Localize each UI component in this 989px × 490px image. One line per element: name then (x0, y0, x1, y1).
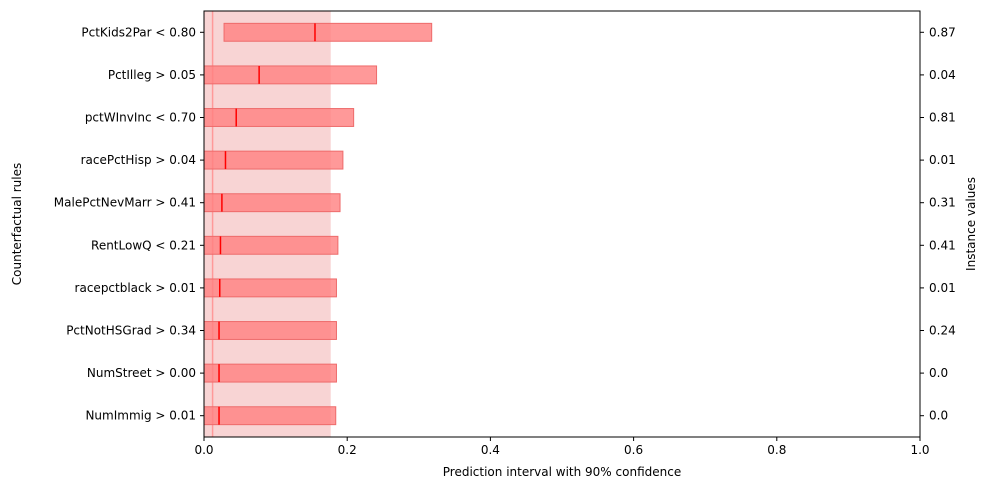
y-tick-label: RentLowQ < 0.21 (91, 238, 196, 252)
instance-value-label: 0.01 (929, 153, 956, 167)
axes: PctKids2Par < 0.80 0.87 PctIlleg > 0.05 0.0… (54, 10, 956, 457)
instance-value-label: 0.87 (929, 25, 956, 39)
instance-value-label: 0.24 (929, 324, 956, 338)
instance-value-label: 0.31 (929, 196, 956, 210)
y-tick-label: racePctHisp > 0.04 (81, 153, 196, 167)
y-axis-title: Counterfactual rules (10, 163, 24, 285)
plot-frame (203, 10, 921, 438)
x-tick-label: 0.8 (767, 443, 786, 457)
y-tick-label: PctKids2Par < 0.80 (81, 25, 196, 39)
plot-area (203, 11, 433, 437)
right-y-axis-title: Instance values (964, 177, 978, 271)
rule-interval-bar (203, 65, 378, 85)
x-tick-label: 0.6 (624, 443, 643, 457)
rule-interval-bar (223, 22, 433, 42)
y-tick-label: NumStreet > 0.00 (87, 366, 196, 380)
rule-interval-bar (203, 193, 341, 213)
rule-interval-bar (203, 321, 337, 340)
rule-interval-bar (203, 406, 337, 426)
x-tick-label: 1.0 (910, 443, 929, 457)
x-axis-title: Prediction interval with 90% confidence (443, 465, 681, 479)
instance-value-label: 0.04 (929, 68, 956, 82)
y-tick-label: MalePctNevMarr > 0.41 (54, 196, 196, 210)
instance-value-label: 0.41 (929, 238, 956, 252)
y-tick-label: NumImmig > 0.01 (85, 409, 196, 423)
rule-interval-bar (203, 363, 337, 383)
instance-value-label: 0.0 (929, 366, 948, 380)
y-tick-label: racepctblack > 0.01 (75, 281, 196, 295)
y-tick-label: pctWInvInc < 0.70 (85, 111, 196, 125)
y-tick-label: PctNotHSGrad > 0.34 (66, 324, 196, 338)
rule-interval-bar (203, 278, 337, 298)
y-tick-label: PctIlleg > 0.05 (108, 68, 196, 82)
rule-interval-bar (203, 108, 355, 127)
x-tick-label: 0.4 (481, 443, 500, 457)
x-tick-label: 0.0 (194, 443, 213, 457)
instance-value-label: 0.81 (929, 111, 956, 125)
instance-value-label: 0.01 (929, 281, 956, 295)
x-tick-label: 0.2 (338, 443, 357, 457)
instance-value-label: 0.0 (929, 409, 948, 423)
rule-interval-bar (203, 235, 339, 255)
